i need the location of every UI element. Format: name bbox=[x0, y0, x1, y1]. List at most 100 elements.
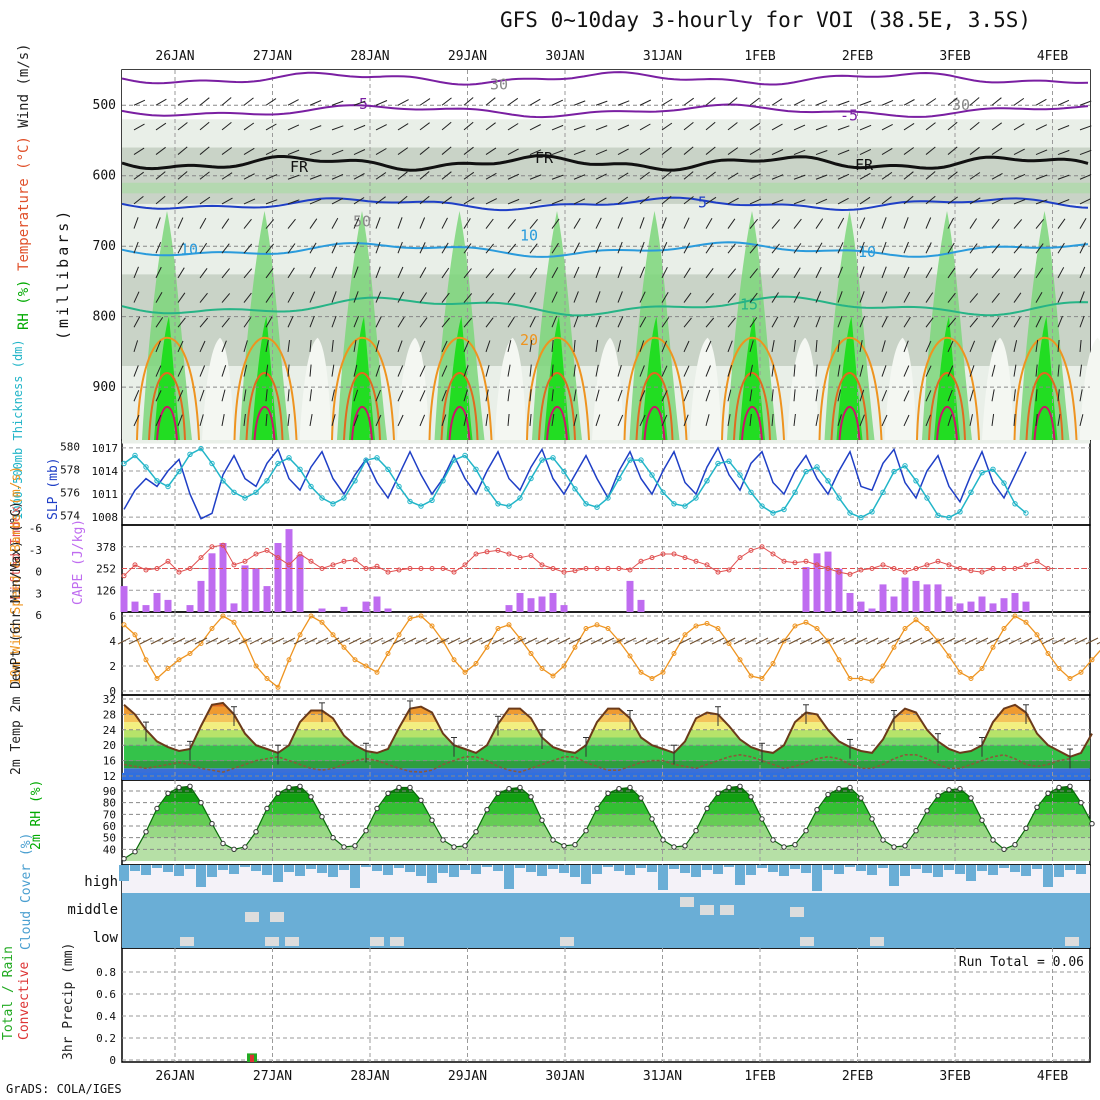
wind-barb bbox=[370, 637, 384, 645]
wind-barb bbox=[507, 389, 510, 402]
wind-barb bbox=[881, 147, 893, 156]
wind-barb bbox=[1013, 199, 1026, 205]
wind-barb bbox=[375, 365, 381, 377]
series-slp bbox=[123, 446, 1027, 520]
cloud-high-bar bbox=[856, 865, 866, 871]
wind-barb bbox=[161, 637, 175, 645]
wind-barb bbox=[155, 365, 162, 377]
thickness-point bbox=[814, 464, 820, 470]
lifted-point bbox=[176, 569, 182, 575]
wind-barb bbox=[859, 291, 865, 303]
wind-barb bbox=[331, 217, 339, 229]
lifted-point bbox=[451, 569, 457, 575]
wind-barb bbox=[507, 316, 515, 328]
wind-barb bbox=[837, 217, 845, 229]
lifted-point bbox=[759, 544, 765, 550]
wind-barb bbox=[947, 267, 956, 279]
lifted-point bbox=[770, 551, 776, 557]
wind-barb bbox=[1057, 125, 1070, 131]
thickness-point bbox=[858, 514, 864, 521]
rh-point bbox=[693, 828, 699, 834]
wind-barb bbox=[535, 637, 549, 645]
wind-barb bbox=[595, 149, 608, 156]
wind-barb bbox=[221, 414, 225, 426]
wind-barb bbox=[287, 291, 295, 303]
wind-barb bbox=[463, 97, 474, 106]
thickness-point bbox=[979, 470, 985, 476]
isotherm-label: 10 bbox=[180, 241, 198, 259]
wind-point bbox=[121, 622, 127, 628]
wind-barb bbox=[441, 389, 447, 402]
wind-barb bbox=[705, 146, 716, 155]
cloud-high-bar bbox=[471, 865, 481, 874]
wind-barb bbox=[881, 241, 887, 254]
wind-barb bbox=[359, 637, 373, 645]
wind-barb bbox=[1079, 389, 1083, 402]
cloud-light-block bbox=[270, 912, 284, 922]
wind-barb bbox=[991, 340, 997, 353]
isotherm-25 bbox=[928, 372, 966, 441]
rh-point bbox=[473, 829, 479, 835]
wind-barb bbox=[793, 218, 802, 229]
wind-barb bbox=[1057, 339, 1060, 352]
y-tick-label: 50 bbox=[103, 832, 116, 845]
thickness-point bbox=[715, 460, 721, 467]
lifted-point bbox=[264, 547, 270, 553]
cloud-high-bar bbox=[878, 865, 888, 868]
wind-barb bbox=[925, 317, 934, 328]
wind-barb bbox=[705, 340, 712, 353]
cape-bar bbox=[340, 606, 348, 612]
wind-barb bbox=[887, 637, 901, 645]
lifted-point bbox=[154, 566, 160, 571]
cape-bar bbox=[527, 598, 535, 612]
wind-barb bbox=[1035, 267, 1044, 279]
cloud-high-bar bbox=[1032, 865, 1042, 869]
wind-barb bbox=[375, 340, 380, 353]
cloud-row-label: middle bbox=[67, 902, 118, 918]
lifted-point bbox=[792, 560, 798, 566]
thickness-point bbox=[682, 503, 688, 509]
rh-point bbox=[1023, 825, 1029, 831]
cape-bar bbox=[538, 596, 546, 612]
wind-barb bbox=[551, 218, 560, 229]
wind-point bbox=[187, 651, 193, 656]
wind-barb bbox=[265, 123, 277, 131]
wind-barb bbox=[749, 243, 759, 254]
temp-band bbox=[124, 702, 1090, 707]
lifted-point bbox=[1012, 566, 1018, 571]
wind-barb bbox=[1035, 218, 1044, 229]
wind-barb bbox=[155, 266, 162, 279]
wind-barb bbox=[749, 97, 760, 106]
thickness-point bbox=[759, 503, 765, 509]
wind-barb bbox=[150, 637, 164, 645]
wind-barb bbox=[705, 317, 715, 328]
wind-barb bbox=[375, 148, 387, 156]
wind-barb bbox=[375, 414, 382, 427]
wind-barb bbox=[925, 242, 932, 254]
rh-point bbox=[132, 849, 138, 855]
thickness-point bbox=[825, 478, 831, 484]
wind-barb bbox=[1057, 199, 1070, 205]
wind-barb bbox=[419, 317, 428, 328]
wind-barb bbox=[155, 242, 162, 254]
lifted-point bbox=[363, 566, 369, 571]
wind-barb bbox=[821, 637, 835, 645]
wind-barb bbox=[199, 146, 210, 155]
temp-band bbox=[124, 714, 1090, 723]
isotherm-20 bbox=[428, 336, 493, 441]
wind-barb bbox=[199, 171, 210, 180]
wind-barb bbox=[595, 291, 601, 303]
cape-bar bbox=[1022, 601, 1030, 612]
thickness-point bbox=[781, 506, 787, 513]
wind-point bbox=[990, 644, 996, 650]
wind-barb bbox=[551, 315, 558, 328]
cloud-high-bar bbox=[482, 865, 492, 867]
wind-barb bbox=[722, 637, 736, 645]
wind-barb bbox=[969, 389, 974, 402]
rh-point bbox=[297, 783, 303, 789]
lifted-point bbox=[891, 566, 897, 571]
rh-point bbox=[484, 807, 490, 813]
wind-barb bbox=[243, 243, 253, 254]
isotherm-30 bbox=[546, 405, 568, 441]
wind-barb bbox=[953, 637, 967, 645]
